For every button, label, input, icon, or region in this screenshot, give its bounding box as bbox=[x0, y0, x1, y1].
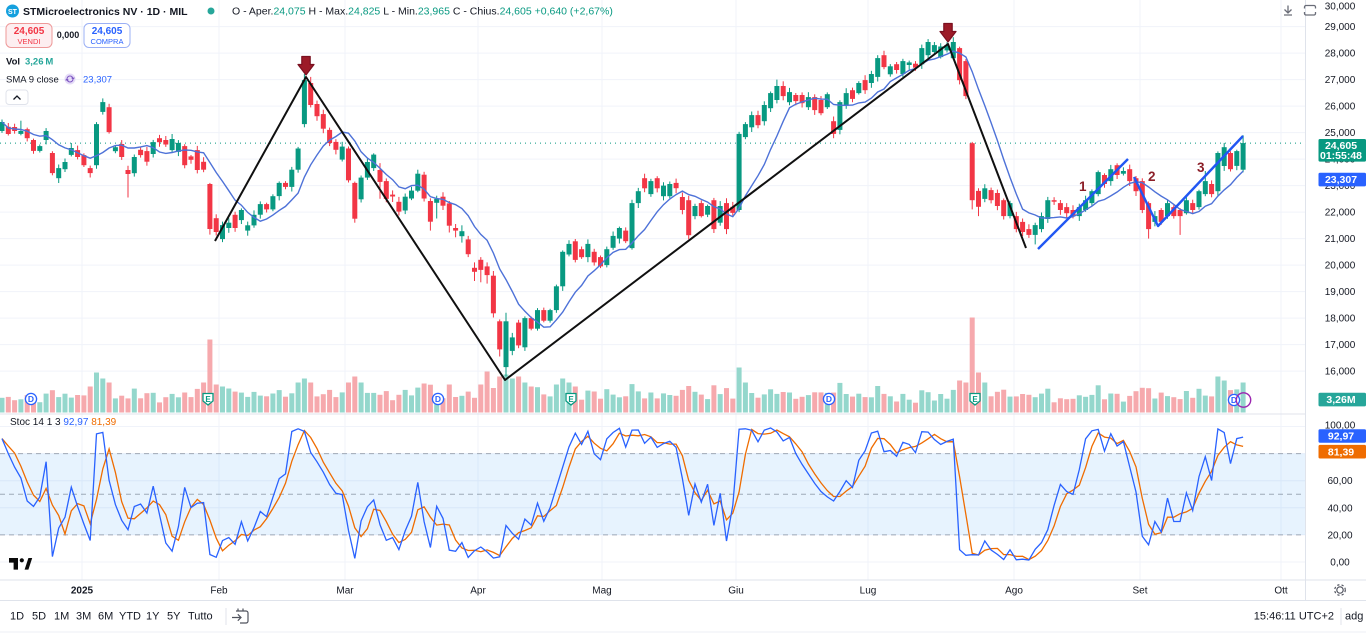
svg-text:Set: Set bbox=[1132, 586, 1147, 597]
svg-text:81,39: 81,39 bbox=[1328, 446, 1354, 458]
svg-text:21,000: 21,000 bbox=[1325, 234, 1356, 245]
svg-text:D: D bbox=[435, 394, 441, 404]
svg-text:6M: 6M bbox=[98, 611, 113, 623]
svg-text:Mar: Mar bbox=[336, 586, 354, 597]
svg-text:30,000: 30,000 bbox=[1325, 2, 1356, 13]
svg-text:60,00: 60,00 bbox=[1327, 476, 1352, 487]
svg-text:20,000: 20,000 bbox=[1325, 261, 1356, 272]
svg-text:1D: 1D bbox=[10, 611, 24, 623]
svg-text:E: E bbox=[568, 395, 574, 404]
svg-text:2025: 2025 bbox=[71, 586, 94, 597]
svg-text:5D: 5D bbox=[32, 611, 46, 623]
svg-text:3: 3 bbox=[1197, 160, 1205, 175]
svg-text:01:55:48: 01:55:48 bbox=[1320, 150, 1362, 162]
svg-text:Ott: Ott bbox=[1274, 586, 1288, 597]
svg-text:D: D bbox=[826, 394, 832, 404]
svg-text:23,307: 23,307 bbox=[83, 75, 112, 86]
svg-text:Vol: Vol bbox=[6, 57, 20, 68]
svg-text:Ago: Ago bbox=[1005, 586, 1023, 597]
svg-text:VENDI: VENDI bbox=[18, 37, 41, 46]
svg-text:O - Aper.24,075 H - Max.24,825: O - Aper.24,075 H - Max.24,825 L - Min.2… bbox=[232, 6, 613, 18]
svg-text:5Y: 5Y bbox=[167, 611, 181, 623]
svg-text:24,605: 24,605 bbox=[14, 26, 45, 37]
svg-text:Stoc 14 1 3 92,97 81,39: Stoc 14 1 3 92,97 81,39 bbox=[10, 417, 117, 428]
svg-text:ST: ST bbox=[8, 9, 18, 16]
svg-text:40,00: 40,00 bbox=[1327, 503, 1352, 514]
svg-text:1Y: 1Y bbox=[146, 611, 160, 623]
svg-text:COMPRA: COMPRA bbox=[91, 37, 124, 46]
svg-text:E: E bbox=[972, 395, 978, 404]
svg-text:3,26 M: 3,26 M bbox=[25, 57, 53, 68]
svg-text:18,000: 18,000 bbox=[1325, 314, 1356, 325]
svg-text:28,000: 28,000 bbox=[1325, 49, 1356, 60]
svg-text:Feb: Feb bbox=[210, 586, 228, 597]
svg-text:2: 2 bbox=[1148, 169, 1156, 184]
svg-text:1: 1 bbox=[1079, 179, 1087, 194]
svg-text:Apr: Apr bbox=[470, 586, 486, 597]
svg-text:YTD: YTD bbox=[119, 611, 141, 623]
svg-text:25,000: 25,000 bbox=[1325, 128, 1356, 139]
svg-text:16,000: 16,000 bbox=[1325, 367, 1356, 378]
svg-text:Giu: Giu bbox=[728, 586, 744, 597]
svg-text:Tutto: Tutto bbox=[188, 611, 213, 623]
svg-text:15:46:11 UTC+2: 15:46:11 UTC+2 bbox=[1254, 611, 1334, 623]
svg-text:SMA 9 close: SMA 9 close bbox=[6, 75, 59, 86]
svg-text:1M: 1M bbox=[54, 611, 69, 623]
svg-text:24,605: 24,605 bbox=[92, 26, 123, 37]
svg-text:19,000: 19,000 bbox=[1325, 287, 1356, 298]
svg-text:17,000: 17,000 bbox=[1325, 340, 1356, 351]
svg-text:Lug: Lug bbox=[860, 586, 877, 597]
svg-text:STMicroelectronics NV · 1D · M: STMicroelectronics NV · 1D · MIL bbox=[23, 6, 188, 18]
svg-text:23,307: 23,307 bbox=[1325, 174, 1357, 186]
svg-text:3,26M: 3,26M bbox=[1326, 394, 1355, 406]
svg-text:Mag: Mag bbox=[592, 586, 611, 597]
svg-text:E: E bbox=[205, 395, 211, 404]
svg-text:0,00: 0,00 bbox=[1330, 558, 1350, 569]
svg-text:adg: adg bbox=[1345, 611, 1363, 623]
svg-text:29,000: 29,000 bbox=[1325, 22, 1356, 33]
svg-text:22,000: 22,000 bbox=[1325, 208, 1356, 219]
svg-text:20,00: 20,00 bbox=[1327, 530, 1352, 541]
svg-text:92,97: 92,97 bbox=[1328, 431, 1354, 443]
svg-text:D: D bbox=[28, 394, 34, 404]
svg-text:3M: 3M bbox=[76, 611, 91, 623]
svg-text:26,000: 26,000 bbox=[1325, 102, 1356, 113]
svg-text:27,000: 27,000 bbox=[1325, 75, 1356, 86]
svg-text:0,000: 0,000 bbox=[57, 30, 80, 40]
